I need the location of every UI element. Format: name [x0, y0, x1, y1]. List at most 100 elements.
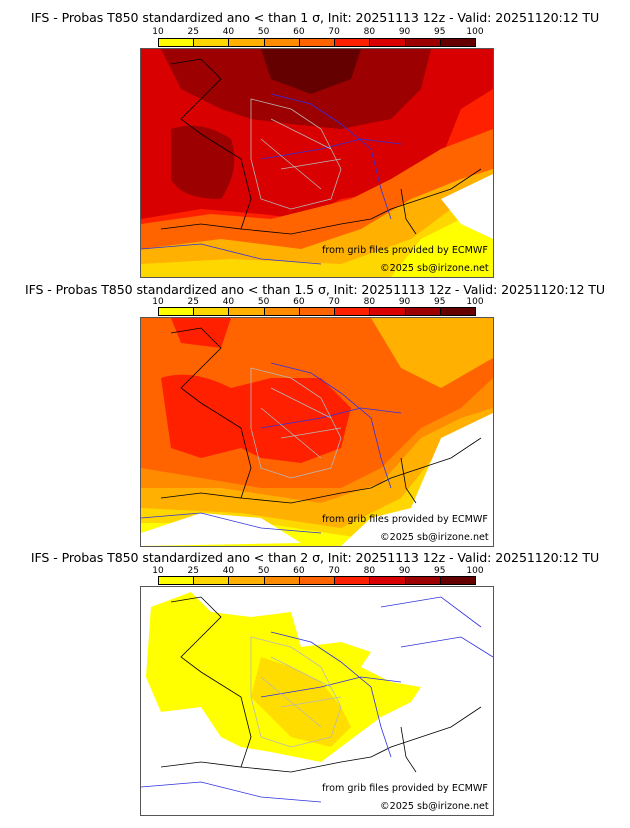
region-borders	[260, 118, 342, 190]
corsica-outline	[400, 188, 417, 235]
colorbar-tick-label: 10	[152, 27, 164, 37]
prob-zone-70	[161, 374, 351, 463]
colorbar-segment	[263, 576, 300, 585]
river	[270, 93, 392, 220]
prob-zone-40	[371, 318, 493, 388]
coastline	[160, 327, 252, 499]
colorbar-tick-label: 40	[222, 27, 235, 37]
panel-2-sigma: IFS - Probas T850 standardized ano < tha…	[0, 546, 630, 828]
colorbar-tick-label: 25	[187, 27, 199, 37]
colorbar-tick-label: 60	[293, 297, 305, 307]
panel-3-title: IFS - Probas T850 standardized ano < tha…	[30, 550, 600, 565]
coastline	[160, 58, 252, 230]
colorbar-tick-label: 90	[398, 566, 411, 576]
colorbar-1-labels: 10 25 40 50 60 70 80 90 95 100	[150, 28, 490, 38]
colorbar-tick-label: 60	[293, 566, 305, 576]
panel-1-title: IFS - Probas T850 standardized ano < tha…	[30, 10, 600, 25]
colorbar-tick-label: 60	[293, 27, 305, 37]
river	[260, 676, 402, 698]
region-borders	[250, 98, 342, 210]
colorbar-segment	[404, 576, 441, 585]
coastline-south	[240, 437, 482, 504]
colorbar-segment	[334, 38, 371, 47]
colorbar-tick-label: 40	[222, 566, 235, 576]
map-1: from grib files provided by ECMWF ©2025 …	[140, 48, 494, 278]
colorbar-tick-label: 50	[257, 297, 270, 307]
prob-zone-25	[141, 199, 493, 277]
colorbar-segment	[369, 38, 406, 47]
corsica-outline	[400, 726, 417, 773]
panel-2-title: IFS - Probas T850 standardized ano < tha…	[24, 282, 606, 297]
colorbar-tick-label: 100	[466, 27, 484, 37]
colorbar-tick-label: 40	[222, 297, 235, 307]
colorbar-tick-label: 70	[328, 27, 340, 37]
colorbar-segment	[193, 576, 230, 585]
colorbar-tick-label: 10	[152, 297, 164, 307]
colorbar-segment	[193, 307, 230, 316]
prob-zone-70b	[171, 318, 231, 348]
region-borders	[260, 656, 342, 728]
region-borders	[250, 636, 342, 748]
river	[260, 407, 402, 429]
panel-1-5-sigma: IFS - Probas T850 standardized ano < tha…	[0, 278, 630, 547]
colorbar-tick-label: 10	[152, 566, 164, 576]
colorbar-segment	[404, 307, 441, 316]
river	[260, 138, 402, 160]
region-borders	[260, 387, 342, 459]
prob-zone-95	[261, 49, 361, 94]
prob-zone-25	[251, 657, 351, 747]
colorbar-tick-label: 100	[466, 566, 484, 576]
river	[380, 596, 493, 658]
colorbar-segment	[158, 576, 195, 585]
colorbar-tick-label: 50	[257, 27, 270, 37]
prob-zone-90b	[171, 125, 235, 199]
colorbar-tick-label: 80	[363, 566, 376, 576]
coastline-south	[240, 168, 482, 235]
panel-1-sigma: IFS - Probas T850 standardized ano < tha…	[0, 0, 630, 278]
colorbar-segment	[263, 307, 300, 316]
colorbar-segment	[158, 38, 195, 47]
prob-zone-90	[161, 49, 431, 129]
colorbar-segment	[439, 38, 476, 47]
credit-copyright-2: ©2025 sb@irizone.net	[380, 532, 489, 543]
colorbar-segment	[298, 576, 336, 585]
colorbar-tick-label: 25	[187, 297, 199, 307]
river	[141, 243, 322, 265]
colorbar-tick-label: 90	[398, 27, 411, 37]
colorbar-segment	[263, 38, 300, 47]
colorbar-segment	[158, 307, 195, 316]
river	[141, 512, 322, 534]
colorbar-tick-label: 80	[363, 297, 376, 307]
no-data-zone-east	[341, 413, 493, 546]
colorbar-tick-label: 80	[363, 27, 376, 37]
map-2: from grib files provided by ECMWF ©2025 …	[140, 317, 494, 547]
colorbar-segment	[439, 307, 476, 316]
credit-source-1: from grib files provided by ECMWF	[322, 245, 488, 256]
map-3-svg	[141, 587, 493, 815]
colorbar-tick-label: 90	[398, 297, 411, 307]
colorbar-segment	[334, 307, 371, 316]
colorbar-segment	[439, 576, 476, 585]
colorbar-segment	[334, 576, 371, 585]
no-data-zone	[141, 513, 301, 546]
coastline-south	[240, 706, 482, 773]
coastline	[160, 596, 252, 768]
credit-copyright-1: ©2025 sb@irizone.net	[380, 263, 489, 274]
colorbar-segment	[298, 38, 336, 47]
colorbar-tick-label: 95	[434, 566, 446, 576]
colorbar-3	[158, 576, 476, 586]
colorbar-tick-label: 100	[466, 297, 484, 307]
colorbar-1	[158, 38, 476, 48]
colorbar-segment	[369, 576, 406, 585]
colorbar-tick-label: 95	[434, 27, 446, 37]
colorbar-tick-label: 95	[434, 297, 446, 307]
colorbar-segment	[298, 307, 336, 316]
colorbar-2	[158, 307, 476, 317]
map-2-svg	[141, 318, 493, 546]
corsica-outline	[400, 457, 417, 504]
colorbar-segment	[193, 38, 230, 47]
colorbar-tick-label: 70	[328, 297, 340, 307]
colorbar-tick-label: 25	[187, 566, 199, 576]
river	[270, 631, 392, 758]
credit-copyright-3: ©2025 sb@irizone.net	[380, 801, 489, 812]
